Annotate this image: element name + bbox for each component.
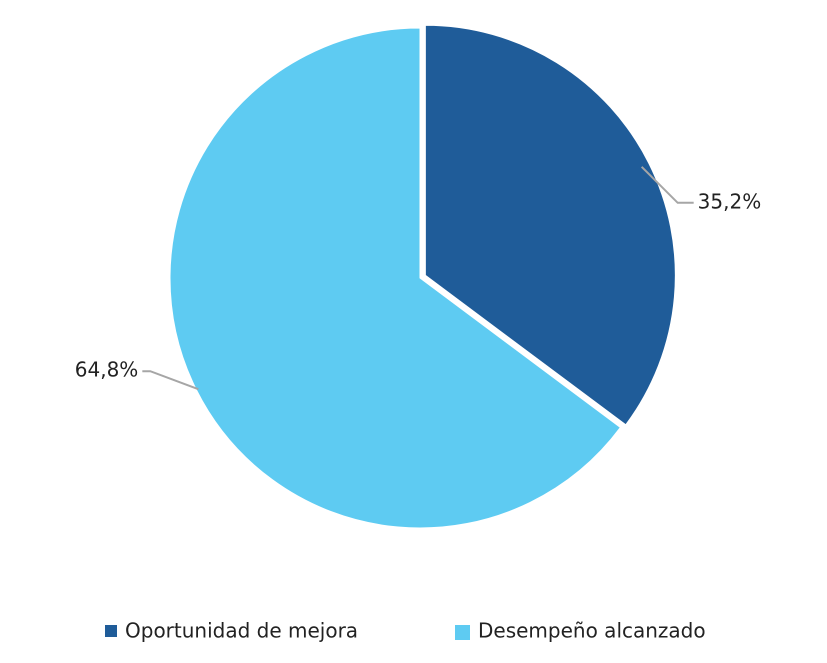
leader-line [142,370,199,391]
legend-label: Oportunidad de mejora [125,619,358,643]
pie-slice [424,24,676,426]
leader-line [640,166,694,204]
legend-label: Desempeño alcanzado [478,619,706,643]
legend-swatch [455,625,470,640]
data-label: 64,8% [75,358,139,382]
pie-slice [169,27,622,529]
legend-swatch [105,625,117,637]
data-label: 35,2% [698,189,762,213]
